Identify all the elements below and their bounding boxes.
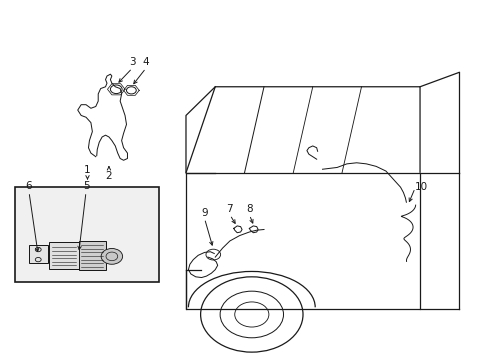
Text: 3: 3 — [129, 57, 135, 67]
Text: 9: 9 — [201, 208, 207, 218]
Bar — [79, 241, 105, 270]
Text: 8: 8 — [245, 204, 252, 214]
Bar — [15, 187, 159, 282]
Bar — [49, 242, 79, 269]
Text: 2: 2 — [105, 171, 112, 181]
Text: 1: 1 — [84, 165, 91, 175]
Text: 6: 6 — [25, 181, 32, 191]
Text: 5: 5 — [82, 181, 89, 191]
Text: 7: 7 — [226, 204, 233, 214]
Text: 10: 10 — [414, 182, 427, 192]
Bar — [29, 245, 47, 263]
Text: 4: 4 — [142, 57, 149, 67]
Circle shape — [101, 248, 122, 264]
